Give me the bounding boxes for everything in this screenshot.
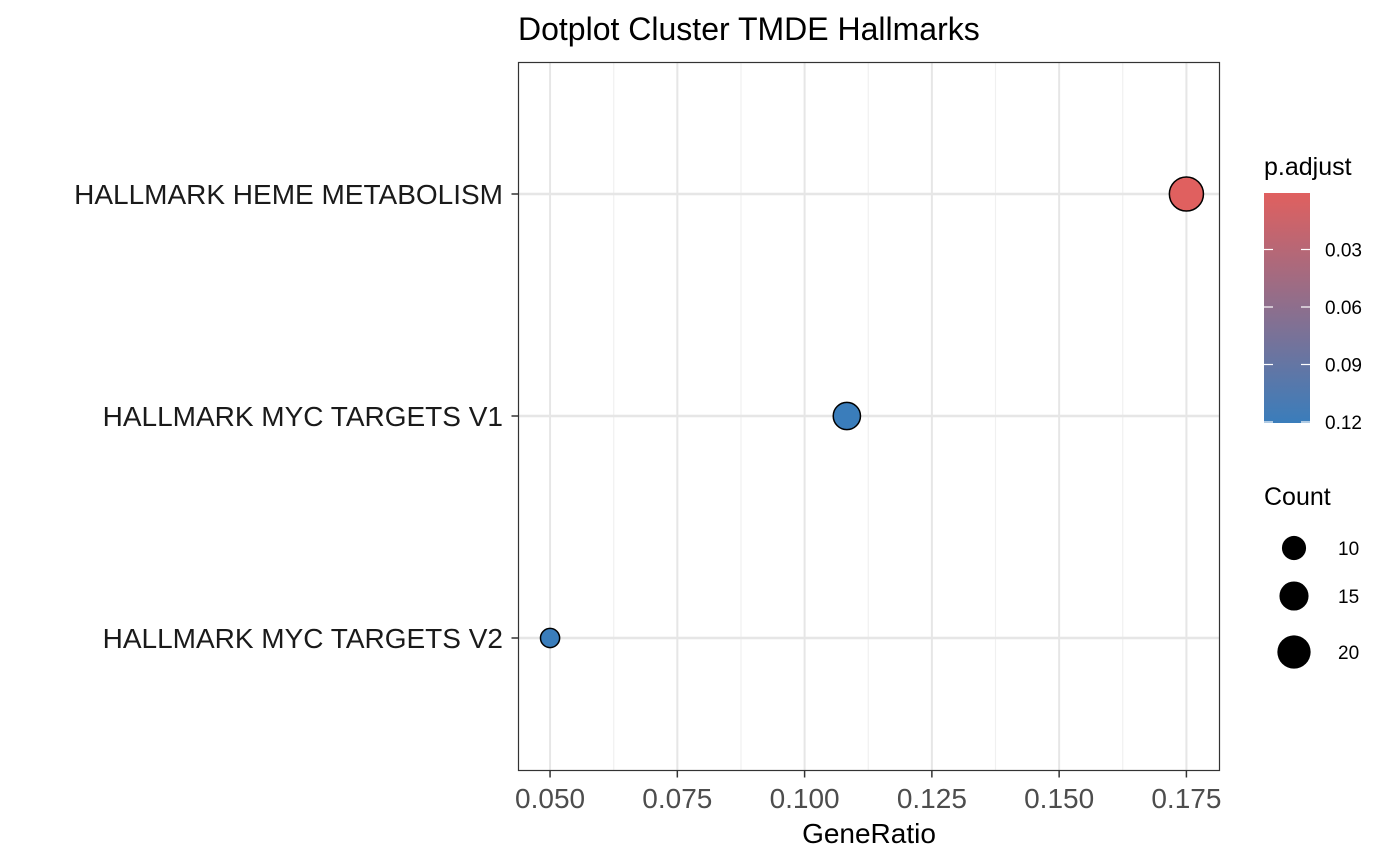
- count-legend-title: Count: [1264, 483, 1331, 511]
- x-tick-label: 0.150: [1024, 783, 1094, 814]
- colorbar-label: 0.03: [1325, 241, 1362, 262]
- count-legend-label: 20: [1338, 643, 1359, 664]
- count-legend-dot: [1277, 635, 1311, 669]
- x-axis-title: GeneRatio: [802, 818, 936, 849]
- colorbar-label: 0.09: [1325, 356, 1362, 377]
- grid-lines: [518, 62, 1220, 771]
- count-legend: Count 10 15 20: [1264, 483, 1359, 669]
- x-tick-label: 0.100: [770, 783, 840, 814]
- count-legend-label: 15: [1338, 587, 1359, 608]
- colorbar-label: 0.12: [1325, 413, 1362, 434]
- data-point: [832, 401, 862, 431]
- category-axis: HALLMARK HEME METABOLISM HALLMARK MYC TAR…: [74, 179, 519, 654]
- p-adjust-legend: p.adjust 0.03 0.06 0.09 0.12: [1264, 153, 1362, 434]
- plot-panel-border: [517, 61, 1221, 772]
- count-legend-dot: [1279, 581, 1309, 611]
- data-point: [1168, 176, 1205, 212]
- data-point: [539, 627, 561, 649]
- x-tick-label: 0.125: [897, 783, 967, 814]
- y-tick-label: HALLMARK MYC TARGETS V1: [103, 401, 503, 432]
- count-legend-label: 10: [1338, 539, 1359, 560]
- x-tick-label: 0.075: [642, 783, 712, 814]
- x-tick-label: 0.050: [515, 783, 585, 814]
- data-points: [539, 176, 1205, 649]
- p-adjust-colorbar: [1264, 193, 1310, 423]
- colorbar-label: 0.06: [1325, 298, 1362, 319]
- p-adjust-legend-title: p.adjust: [1264, 153, 1352, 181]
- y-tick-label: HALLMARK HEME METABOLISM: [74, 179, 503, 210]
- x-axis: 0.050 0.075 0.100 0.125 0.150 0.175: [515, 770, 1221, 814]
- y-tick-label: HALLMARK MYC TARGETS V2: [103, 623, 503, 654]
- x-tick-label: 0.175: [1151, 783, 1221, 814]
- chart-title: Dotplot Cluster TMDE Hallmarks: [518, 11, 980, 47]
- count-legend-dot: [1281, 535, 1307, 561]
